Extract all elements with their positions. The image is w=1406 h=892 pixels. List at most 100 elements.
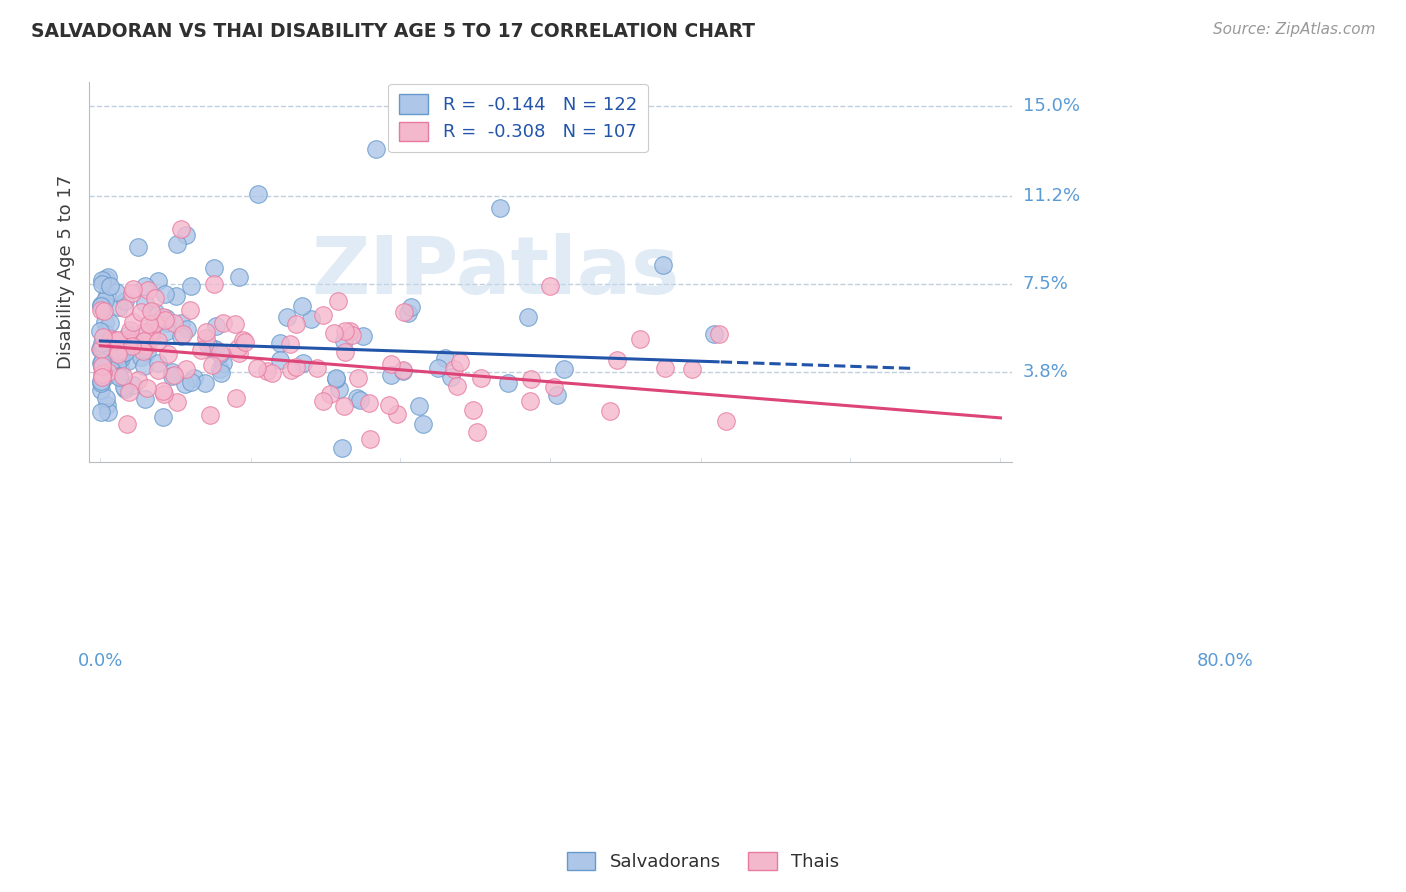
Point xyxy=(269,352,291,367)
Point xyxy=(134,279,156,293)
Point xyxy=(212,356,235,370)
Point xyxy=(357,396,380,410)
Point xyxy=(129,305,152,319)
Point xyxy=(94,326,117,340)
Point xyxy=(190,343,212,357)
Point xyxy=(111,369,134,384)
Point xyxy=(226,341,249,355)
Point xyxy=(107,344,129,359)
Point xyxy=(392,362,415,376)
Point xyxy=(134,359,156,374)
Point xyxy=(176,321,198,335)
Point xyxy=(146,274,169,288)
Point xyxy=(89,324,111,338)
Point xyxy=(89,343,111,357)
Point xyxy=(94,315,117,329)
Legend: Salvadorans, Thais: Salvadorans, Thais xyxy=(560,845,846,879)
Point xyxy=(349,393,371,408)
Point xyxy=(107,347,129,361)
Point xyxy=(449,355,471,369)
Point xyxy=(97,366,120,380)
Point xyxy=(312,394,335,409)
Point xyxy=(94,333,117,347)
Point xyxy=(91,273,114,287)
Point xyxy=(408,400,430,414)
Point xyxy=(278,337,301,351)
Point xyxy=(134,295,156,310)
Y-axis label: Disability Age 5 to 17: Disability Age 5 to 17 xyxy=(58,175,75,369)
Point xyxy=(396,306,419,320)
Point xyxy=(134,326,156,340)
Point xyxy=(166,236,188,251)
Point xyxy=(96,270,118,285)
Point xyxy=(118,334,141,349)
Point xyxy=(100,332,122,346)
Point xyxy=(174,377,197,392)
Point xyxy=(209,366,232,380)
Point xyxy=(232,333,254,347)
Point xyxy=(90,376,112,391)
Point xyxy=(111,340,134,354)
Point xyxy=(152,409,174,424)
Point xyxy=(201,358,224,372)
Point xyxy=(208,346,231,360)
Point xyxy=(118,333,141,347)
Point xyxy=(141,321,163,335)
Point xyxy=(136,284,159,298)
Point xyxy=(97,338,120,352)
Point xyxy=(91,360,114,375)
Point xyxy=(117,354,139,368)
Point xyxy=(183,371,205,385)
Text: 3.8%: 3.8% xyxy=(1022,363,1069,381)
Point xyxy=(681,361,703,376)
Point xyxy=(714,414,737,428)
Point xyxy=(628,332,651,346)
Point xyxy=(233,335,256,350)
Text: 0.0%: 0.0% xyxy=(77,652,122,670)
Point xyxy=(90,298,112,312)
Point xyxy=(160,368,183,383)
Point xyxy=(488,201,510,215)
Point xyxy=(156,324,179,338)
Point xyxy=(114,294,136,309)
Point xyxy=(346,392,368,406)
Point xyxy=(117,328,139,343)
Point xyxy=(90,354,112,368)
Point xyxy=(115,417,138,431)
Point xyxy=(110,360,132,375)
Point xyxy=(364,142,387,156)
Point xyxy=(179,303,201,318)
Point xyxy=(96,334,118,349)
Point xyxy=(202,260,225,275)
Point xyxy=(127,337,149,351)
Point xyxy=(107,334,129,349)
Point xyxy=(212,316,235,330)
Point xyxy=(114,345,136,359)
Text: 15.0%: 15.0% xyxy=(1022,97,1080,115)
Point xyxy=(194,376,217,390)
Point xyxy=(121,335,143,350)
Point xyxy=(377,398,399,412)
Point xyxy=(520,372,543,386)
Point xyxy=(91,342,114,356)
Point xyxy=(180,375,202,389)
Point xyxy=(312,308,335,322)
Point xyxy=(380,358,402,372)
Point xyxy=(172,326,194,341)
Point xyxy=(325,371,347,385)
Point xyxy=(198,408,221,422)
Point xyxy=(153,387,176,401)
Point xyxy=(90,383,112,397)
Point xyxy=(96,369,118,384)
Point xyxy=(465,425,488,440)
Point xyxy=(134,341,156,355)
Point xyxy=(224,391,246,405)
Point xyxy=(135,344,157,359)
Point xyxy=(112,301,135,315)
Point xyxy=(160,366,183,380)
Point xyxy=(143,305,166,319)
Point xyxy=(328,294,350,309)
Text: ZIPatlas: ZIPatlas xyxy=(311,233,679,311)
Point xyxy=(148,356,170,370)
Point xyxy=(359,432,381,446)
